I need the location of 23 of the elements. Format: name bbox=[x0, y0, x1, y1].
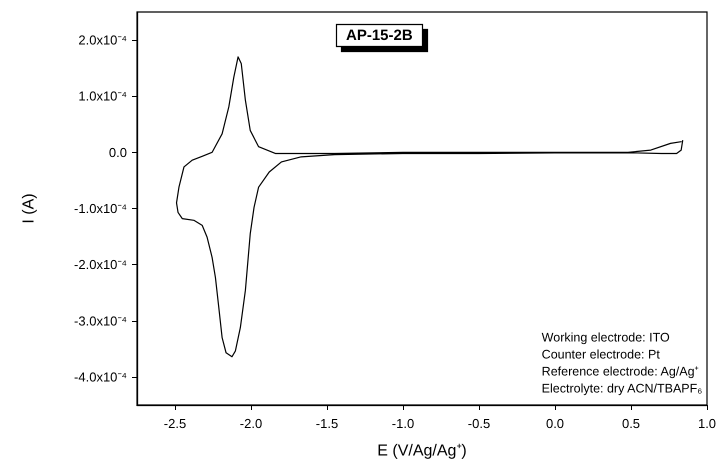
y-tick-label: -2.0x10⁻⁴ bbox=[74, 257, 127, 272]
y-tick-label: 0.0 bbox=[108, 144, 127, 160]
annotation: Electrolyte: dry ACN/TBAPF₆ bbox=[542, 382, 702, 396]
x-tick-label: -1.0 bbox=[392, 416, 414, 431]
annotation: Reference electrode: Ag/Ag⁺ bbox=[542, 364, 699, 378]
y-tick-label: -1.0x10⁻⁴ bbox=[74, 201, 127, 216]
y-tick-label: 2.0x10⁻⁴ bbox=[78, 32, 127, 48]
y-tick-label: -4.0x10⁻⁴ bbox=[74, 369, 127, 384]
x-tick-label: -0.5 bbox=[468, 416, 490, 431]
x-axis-title: E (V/Ag/Ag⁺) bbox=[377, 442, 467, 460]
x-tick-label: 0.0 bbox=[546, 416, 564, 431]
y-tick-label: 1.0x10⁻⁴ bbox=[78, 88, 127, 104]
x-tick-label: 0.5 bbox=[622, 416, 640, 431]
annotation: Counter electrode: Pt bbox=[542, 348, 660, 362]
line-series bbox=[176, 56, 684, 358]
x-tick-label: 1.0 bbox=[698, 416, 716, 431]
x-tick-label: -1.5 bbox=[316, 416, 338, 431]
x-tick-label: -2.0 bbox=[240, 416, 262, 431]
x-tick-label: -2.5 bbox=[164, 416, 186, 431]
text: AP-15-2B bbox=[346, 27, 413, 44]
y-tick-label: -3.0x10⁻⁴ bbox=[74, 313, 127, 328]
y-axis-title: I (A) bbox=[20, 193, 38, 224]
annotation: Working electrode: ITO bbox=[542, 330, 670, 344]
